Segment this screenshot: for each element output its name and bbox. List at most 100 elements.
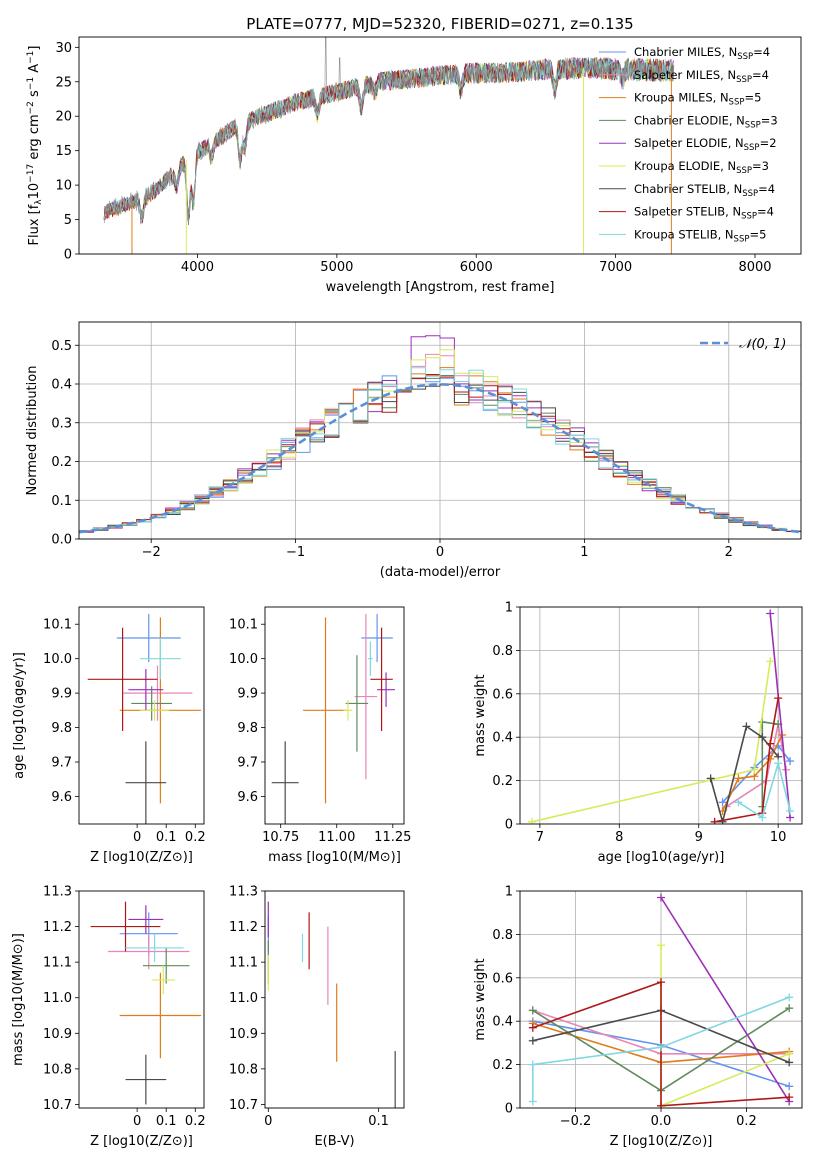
y-axis-label: mass weight [473,674,488,756]
axes-mass_vs_Z: 0 0.1 0.2 10.7 10.8 10.9 11.0 11.1 11.2 11.3 Z [lo… [11,885,206,1150]
errorbar-salpeter-miles [122,665,193,721]
x-axis-label: Z [log10(Z/Z⊙)] [90,850,193,865]
weight-marker-kroupa-elodie [785,1049,794,1058]
errorbar-salpeter-elodie [128,669,164,711]
y-tick-label: 0.4 [492,731,513,746]
y-tick-label: 10.1 [229,618,258,633]
legend-label-kroupa-stelib: Kroupa STELIB, NSSP=5 [634,227,766,244]
weight-marker-kroupa-stelib [734,798,743,807]
legend-label-chabrier-miles: Chabrier MILES, NSSP=4 [634,45,770,62]
x-tick-label: 0.1 [156,830,177,845]
legend-subscript: SSP [736,166,752,176]
ylabel-part: erg cm [27,114,42,163]
y-tick-label: 9.9 [237,687,258,702]
axes-residuals: −2 −1 0 1 2 0.0 0.1 0.2 0.3 0.4 0.5 (data-model)/er… [25,321,802,580]
weight-marker-salpeter-stelib [774,694,783,703]
legend-text: Chabrier STELIB, N [634,182,742,196]
axes-weight_vs_age: 7 8 9 10 0 0.2 0.4 0.6 0.8 1 age [log10(age/yr)] ma… [473,601,803,865]
x-axis-label: Z [log10(Z/Z⊙)] [610,1134,713,1149]
spectrum-data-line [103,37,675,225]
plot-area-age_vs_mass [271,613,396,824]
legend-text: Salpeter ELODIE, N [634,136,744,150]
x-tick-label: −0.2 [560,1114,592,1129]
legend-label-gaussian: 𝒩(0, 1) [739,337,786,352]
legend-text: Chabrier MILES, N [634,45,737,59]
x-tick-label: −1 [286,545,305,560]
weight-marker-chabrier-elodie [528,1006,537,1015]
weight-marker-kroupa-elodie [657,941,665,950]
x-axis-label: E(B-V) [314,1134,354,1149]
errorbar-chabrier-elodie [142,947,190,984]
y-tick-label: 20 [55,110,72,125]
errorbar-salpeter-miles [354,613,378,780]
weight-marker-salpeter-stelib [710,817,719,824]
legend-text: =5 [749,227,766,241]
axes-frame [78,321,802,540]
y-tick-label: 30 [55,41,72,56]
y-tick-label: 0.2 [492,1058,513,1073]
errorbar-kroupa-elodie [151,965,175,995]
weight-marker-kroupa-stelib [528,1060,537,1069]
errorbar-kroupa-elodie [343,700,353,721]
weight-marker-kroupa-stelib [758,813,767,822]
y-tick-label: 10.8 [43,1062,72,1077]
axes-mass_vs_EBV: 0 0.1 10.7 10.8 10.9 11.0 11.1 11.2 11.3 E(B-V) [229,885,405,1149]
errorbar-kroupa-stelib [368,641,373,676]
weight-line-salpeter-miles [726,724,787,808]
legend-subscript: SSP [729,98,745,108]
errorbar-kroupa-miles [119,972,202,1059]
legend-text: =3 [752,159,769,173]
plot-area-weight_vs_Z [520,891,802,1108]
y-tick-label: 0.5 [51,339,72,354]
legend-subscript: SSP [744,143,760,153]
errorbar-chabrier-stelib [125,741,167,824]
y-axis-label: Flux [fλ10−17 erg cm−2 s−1 A−1] [26,46,44,246]
y-tick-label: 11.3 [43,885,72,900]
weight-marker-salpeter-stelib [657,1101,665,1108]
weight-line-salpeter-elodie [660,897,790,1102]
weight-marker-chabrier-stelib [706,774,715,783]
weight-marker-salpeter-stelib [657,978,665,987]
errorbar-chabrier-stelib [125,1054,167,1105]
weight-marker-chabrier-miles [785,1082,794,1091]
x-tick-label: 4000 [181,260,214,275]
axes-weight_vs_Z: −0.2 0.0 0.2 0 0.2 0.4 0.6 0.8 1 Z [log10(Z/Z⊙)] m… [473,885,803,1149]
errorbar-chabrier-elodie [131,686,173,721]
x-tick-label: 10 [770,830,787,845]
ylabel-part: ] [27,46,42,51]
errorbar-kroupa-stelib [125,933,184,963]
y-axis-label: mass weight [473,958,488,1040]
y-tick-label: 10.9 [43,1027,72,1042]
plot-area-age_vs_Z [87,613,202,824]
legend-text: Salpeter MILES, N [634,68,736,82]
errorbar-salpeter-elodie [128,905,164,934]
weight-marker-kroupa-miles [734,774,743,783]
errorbar-salpeter-stelib [370,627,393,731]
legend-label-chabrier-stelib: Chabrier STELIB, NSSP=4 [634,182,775,199]
weight-marker-kroupa-stelib [774,759,783,768]
legend-text: Kroupa STELIB, N [634,227,734,241]
plot-area-mass_vs_EBV [267,901,396,1108]
x-tick-label: 11.00 [318,830,355,845]
legend-label-kroupa-miles: Kroupa MILES, NSSP=5 [634,91,761,108]
y-tick-label: 10.8 [229,1062,258,1077]
legend-text: Salpeter STELIB, N [634,205,741,219]
weight-marker-chabrier-miles [718,798,727,807]
legend-text: Kroupa MILES, N [634,91,729,105]
x-tick-label: 1 [580,545,588,560]
x-axis-label: Z [log10(Z/Z⊙)] [90,1134,193,1149]
y-tick-label: 9.8 [237,721,258,736]
errorbar-salpeter-miles [108,933,190,970]
plot-area-weight_vs_age [520,607,802,824]
legend-label-kroupa-elodie: Kroupa ELODIE, NSSP=3 [634,159,769,176]
ylabel-part: Flux [f [27,204,42,245]
weight-line-kroupa-stelib [738,760,791,819]
axes-frame [78,36,802,255]
legend-subscript: SSP [737,52,753,62]
legend-text: =2 [760,136,777,150]
x-tick-label: 0.1 [156,1114,177,1129]
y-tick-label: 10.7 [43,1098,72,1113]
histogram-kroupa-stelib [79,367,801,539]
legend-label-salpeter-elodie: Salpeter ELODIE, NSSP=2 [634,136,777,153]
